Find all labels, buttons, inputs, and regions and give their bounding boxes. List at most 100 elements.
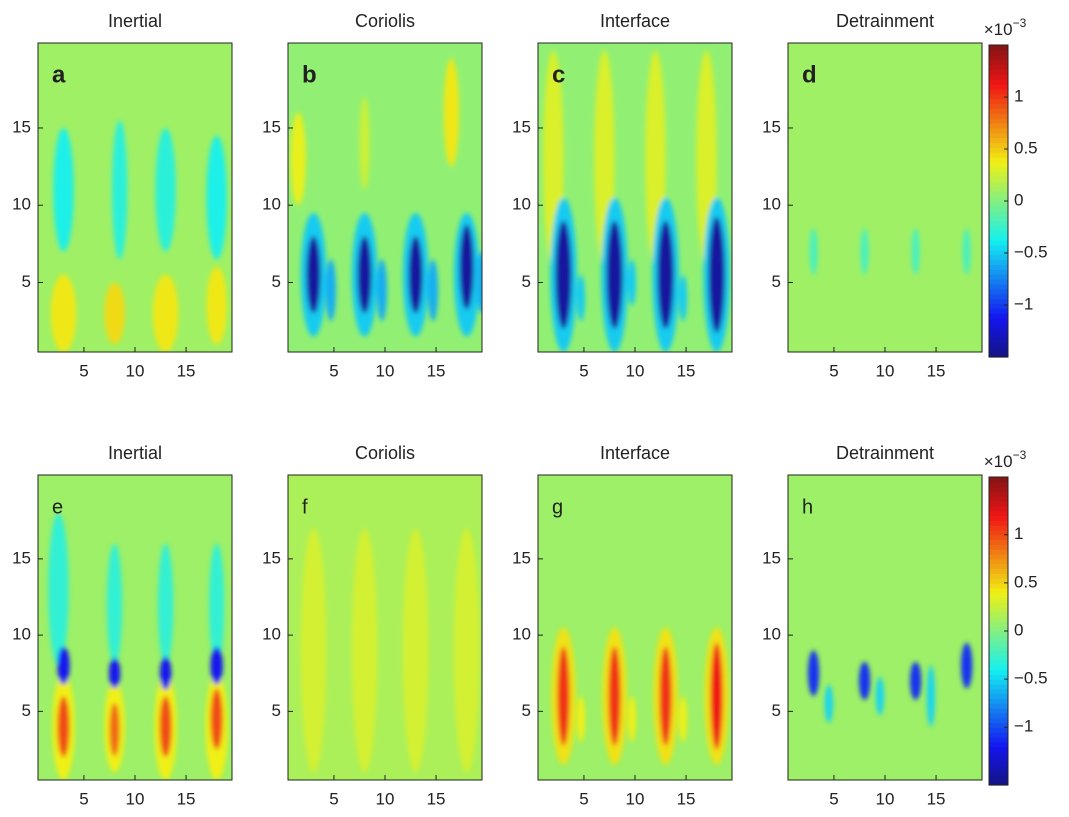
colorbar-cell bbox=[989, 274, 1008, 280]
colorbar-cell bbox=[989, 69, 1008, 75]
colorbar-cell bbox=[989, 157, 1008, 163]
x-tick-label: 15 bbox=[427, 361, 446, 380]
contour-feature bbox=[290, 112, 306, 206]
colorbar-cell bbox=[989, 775, 1008, 781]
x-tick-label: 10 bbox=[876, 789, 895, 808]
colorbar-cell bbox=[989, 481, 1008, 488]
panel-title: Inertial bbox=[108, 443, 162, 463]
colorbar-cell bbox=[989, 313, 1008, 319]
colorbar-cell bbox=[989, 254, 1008, 261]
panel-label: h bbox=[802, 496, 813, 518]
y-tick-label: 15 bbox=[262, 548, 281, 567]
colorbar-cell bbox=[989, 770, 1008, 776]
colorbar-cell bbox=[989, 679, 1008, 685]
colorbar-cell bbox=[989, 123, 1008, 129]
contour-feature bbox=[104, 282, 125, 345]
x-tick-label: 5 bbox=[579, 789, 588, 808]
colorbar-cell bbox=[989, 563, 1008, 570]
colorbar-cell bbox=[989, 592, 1008, 598]
colorbar-cell bbox=[989, 645, 1008, 651]
contour-feature bbox=[206, 267, 227, 345]
colorbar-cell bbox=[989, 549, 1008, 555]
panel-title: Interface bbox=[600, 11, 670, 31]
colorbar-cell bbox=[989, 74, 1008, 80]
panel-title: Coriolis bbox=[355, 11, 415, 31]
colorbar-cell bbox=[989, 283, 1008, 290]
contour-feature bbox=[402, 528, 429, 773]
contour-feature bbox=[860, 228, 869, 275]
colorbar-cell bbox=[989, 611, 1008, 618]
contour-feature bbox=[911, 228, 920, 275]
panel-title: Coriolis bbox=[355, 443, 415, 463]
contour-feature bbox=[858, 661, 871, 700]
y-tick-label: 10 bbox=[12, 625, 31, 644]
colorbar-cell bbox=[989, 191, 1008, 197]
contour-feature bbox=[57, 696, 70, 758]
colorbar-cell bbox=[989, 118, 1008, 124]
y-tick-label: 15 bbox=[512, 117, 531, 136]
colorbar-cell bbox=[989, 780, 1008, 786]
features bbox=[48, 513, 228, 780]
colorbar-cell bbox=[989, 693, 1008, 699]
colorbar-cell bbox=[989, 727, 1008, 733]
contour-feature bbox=[155, 127, 176, 252]
colorbar-cell bbox=[989, 635, 1008, 642]
colorbar-cell bbox=[989, 249, 1008, 256]
colorbar-tick-label: 0.5 bbox=[1014, 572, 1038, 591]
contour-feature bbox=[809, 228, 818, 275]
x-tick-label: 15 bbox=[677, 789, 696, 808]
colorbar-cell bbox=[989, 205, 1008, 212]
colorbar-cell bbox=[989, 98, 1008, 105]
colorbar-cell bbox=[989, 515, 1008, 521]
panel-label: c bbox=[552, 61, 565, 88]
contour-feature bbox=[50, 274, 77, 352]
x-tick-label: 15 bbox=[177, 789, 196, 808]
colorbar-cell bbox=[989, 722, 1008, 728]
colorbar-exponent: ×10−3 bbox=[984, 448, 1027, 471]
x-tick-label: 15 bbox=[177, 361, 196, 380]
contour-feature bbox=[159, 696, 172, 758]
colorbar-cell bbox=[989, 573, 1008, 579]
colorbar-cell bbox=[989, 650, 1008, 656]
exponent-power: −3 bbox=[1013, 16, 1027, 30]
y-tick-label: 5 bbox=[272, 272, 281, 291]
colorbar-tick-label: 0 bbox=[1014, 190, 1023, 209]
contour-feature bbox=[325, 259, 336, 322]
colorbar-cell bbox=[989, 332, 1008, 339]
y-tick-label: 15 bbox=[512, 548, 531, 567]
panel-label: e bbox=[52, 496, 63, 518]
contour-feature bbox=[210, 688, 223, 750]
plot-area bbox=[38, 475, 232, 780]
colorbar-cell bbox=[989, 582, 1008, 589]
contour-feature bbox=[708, 216, 725, 333]
colorbar-cell bbox=[989, 103, 1008, 109]
contour-feature bbox=[106, 543, 123, 666]
contour-feature bbox=[962, 228, 971, 275]
y-tick-label: 10 bbox=[512, 625, 531, 644]
colorbar-cell bbox=[989, 59, 1008, 66]
contour-feature bbox=[209, 543, 225, 666]
colorbar-cell bbox=[989, 760, 1008, 767]
panel-title: Interface bbox=[600, 443, 670, 463]
colorbar-cell bbox=[989, 166, 1008, 173]
colorbar-cell bbox=[989, 225, 1008, 231]
contour-feature bbox=[657, 220, 674, 329]
plot-area bbox=[538, 475, 732, 780]
colorbar-cell bbox=[989, 477, 1008, 483]
colorbar-cell bbox=[989, 505, 1008, 512]
features bbox=[290, 58, 482, 337]
colorbar-cell bbox=[989, 525, 1008, 531]
colorbar-cell bbox=[989, 698, 1008, 704]
contour-feature bbox=[210, 646, 223, 685]
y-tick-label: 10 bbox=[762, 625, 781, 644]
colorbar-cell bbox=[989, 491, 1008, 497]
contour-feature bbox=[109, 702, 120, 757]
colorbar-tick-label: −0.5 bbox=[1014, 669, 1048, 688]
colorbar-cell bbox=[989, 544, 1008, 550]
y-tick-label: 10 bbox=[512, 195, 531, 214]
colorbar-tick-label: 1 bbox=[1014, 524, 1023, 543]
colorbar-cell bbox=[989, 529, 1008, 536]
colorbar-cell bbox=[989, 732, 1008, 738]
colorbar-cell bbox=[989, 84, 1008, 90]
colorbar-cell bbox=[989, 708, 1008, 714]
